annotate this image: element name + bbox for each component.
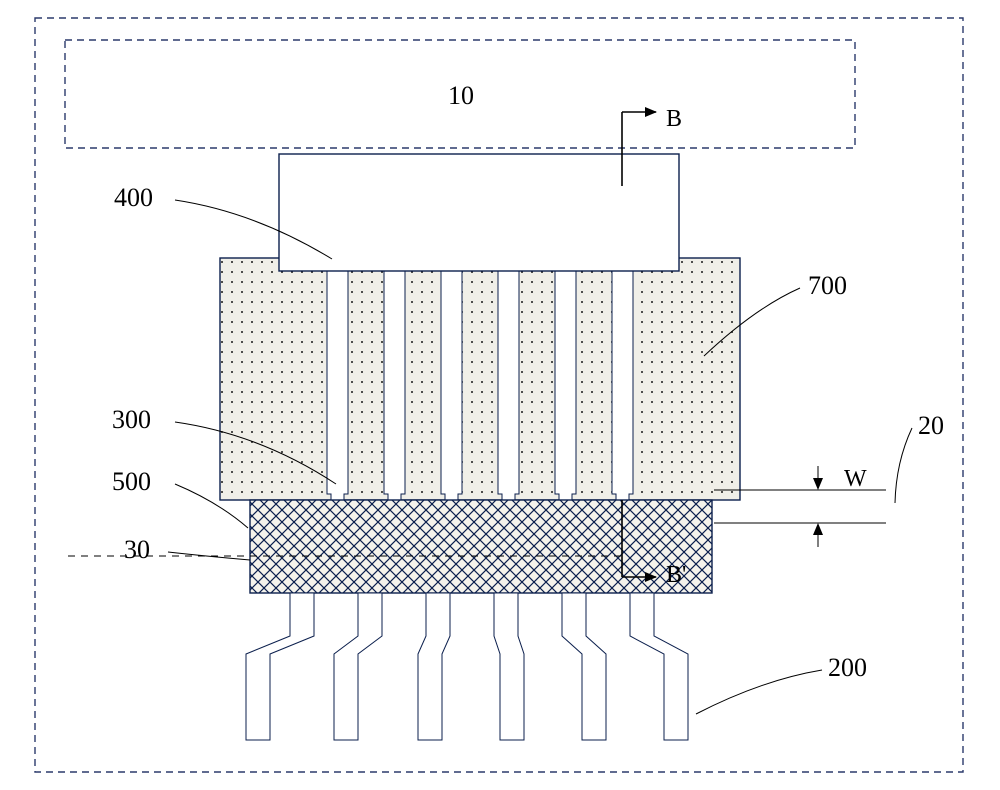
dim-w-arrowhead-up (813, 523, 823, 535)
label-700: 700 (808, 271, 847, 300)
label-300: 300 (112, 405, 151, 434)
vertical-strip (555, 271, 576, 500)
leader-line (696, 670, 822, 714)
label-B: B (666, 106, 682, 132)
crosshatch-500 (250, 500, 712, 593)
label-200: 200 (828, 653, 867, 682)
label-Bp: B' (666, 562, 686, 588)
dotted-region-700 (220, 258, 740, 500)
label-400: 400 (114, 183, 153, 212)
label-W: W (844, 466, 867, 492)
fanout-lead (494, 593, 524, 740)
label-500: 500 (112, 467, 151, 496)
dim-w-arrowhead-down (813, 478, 823, 490)
label-10: 10 (448, 81, 474, 110)
fanout-lead (334, 593, 382, 740)
leader-line (895, 428, 912, 503)
vertical-strip (441, 271, 462, 500)
vertical-strip (384, 271, 405, 500)
label-20: 20 (918, 411, 944, 440)
fanout-lead (562, 593, 606, 740)
vertical-strip (498, 271, 519, 500)
fanout-lead (630, 593, 688, 740)
top-rect-400 (279, 154, 679, 271)
label-30: 30 (124, 535, 150, 564)
vertical-strip (327, 271, 348, 500)
fanout-lead (246, 593, 314, 740)
vertical-strip (612, 271, 633, 500)
technical-figure: 10 20 30 200 300 400 500 700 B B' W (0, 0, 1000, 790)
fanout-lead (418, 593, 450, 740)
